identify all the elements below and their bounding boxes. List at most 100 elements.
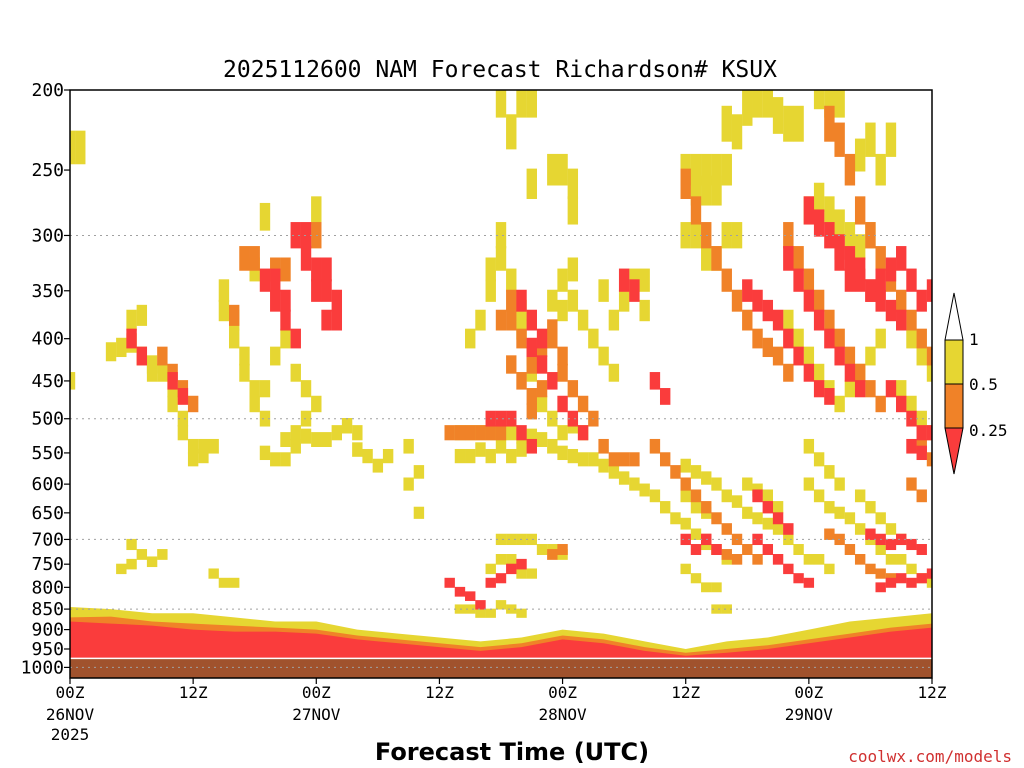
ri-cell-orange xyxy=(844,346,856,366)
ri-cell-yellow xyxy=(157,549,168,560)
ri-cell-yellow xyxy=(157,363,168,382)
x-year-label: 2025 xyxy=(51,725,90,744)
ri-cell-orange xyxy=(813,289,825,312)
ri-cell-red xyxy=(762,299,774,322)
ri-cell-orange xyxy=(926,346,932,366)
ri-cell-orange xyxy=(516,328,527,349)
ri-cell-yellow xyxy=(259,380,271,398)
ri-cell-yellow xyxy=(300,428,312,444)
ri-cell-yellow xyxy=(721,153,732,186)
ri-cell-yellow xyxy=(495,90,507,118)
ri-cell-yellow xyxy=(752,512,763,525)
y-tick-label: 750 xyxy=(31,554,64,575)
y-tick-label: 800 xyxy=(31,577,64,598)
ri-cell-orange xyxy=(875,568,886,579)
ri-cell-red xyxy=(331,309,343,331)
ri-cell-red xyxy=(659,388,671,405)
y-tick-label: 1000 xyxy=(21,657,64,678)
ri-cell-yellow xyxy=(762,489,774,503)
ri-cell-orange xyxy=(875,395,886,413)
ri-cell-red xyxy=(300,222,312,249)
ri-cell-yellow xyxy=(772,501,784,514)
ri-cell-orange xyxy=(711,246,722,271)
ri-cell-orange xyxy=(834,122,845,157)
ri-cell-red xyxy=(875,582,886,593)
ri-cell-yellow xyxy=(854,489,866,503)
ri-cell-yellow xyxy=(526,428,537,444)
ri-cell-yellow xyxy=(187,438,199,454)
ri-cell-orange xyxy=(690,196,702,225)
ri-cell-red xyxy=(475,600,486,610)
ri-cell-yellow xyxy=(834,477,845,491)
chart-title: 2025112600 NAM Forecast Richardson# KSUX xyxy=(223,57,777,83)
ri-cell-orange xyxy=(629,452,640,467)
ri-cell-yellow xyxy=(824,563,835,575)
ri-cell-yellow xyxy=(341,418,353,434)
ri-cell-yellow xyxy=(598,458,609,473)
ri-cell-orange xyxy=(547,319,558,340)
ri-cell-yellow xyxy=(567,289,579,312)
ri-cell-yellow xyxy=(690,573,702,584)
ri-cell-yellow xyxy=(926,577,932,588)
ri-cell-yellow xyxy=(526,533,537,546)
ri-cell-orange xyxy=(680,477,691,491)
ri-cell-orange xyxy=(906,309,917,331)
ri-cell-orange xyxy=(649,438,661,454)
ri-cell-red xyxy=(896,533,907,546)
x-tick-label: 12Z xyxy=(918,683,947,702)
ri-cell-orange xyxy=(454,425,466,441)
ri-cell-yellow xyxy=(321,432,332,447)
ri-cell-red xyxy=(783,246,794,271)
ri-cell-yellow xyxy=(167,395,178,413)
ri-cell-yellow xyxy=(547,153,558,186)
ri-cell-orange xyxy=(834,328,845,349)
ri-cell-yellow xyxy=(618,289,630,312)
x-tick-label: 00Z xyxy=(302,683,331,702)
ri-cell-orange xyxy=(875,246,886,271)
ri-cell-yellow xyxy=(403,477,414,491)
ri-cell-red xyxy=(885,577,897,588)
ground-surface xyxy=(70,657,932,678)
ri-cell-yellow xyxy=(711,175,722,206)
ri-cell-red xyxy=(783,563,794,575)
ri-cell-orange xyxy=(711,512,722,525)
ri-cell-yellow xyxy=(608,363,620,382)
ri-cell-yellow xyxy=(495,438,507,454)
ri-cell-orange xyxy=(844,544,856,555)
ri-cell-yellow xyxy=(885,523,897,535)
ri-cell-orange xyxy=(742,309,753,331)
ri-cell-red xyxy=(906,577,917,588)
ri-cell-orange xyxy=(465,425,476,441)
ri-cell-yellow xyxy=(854,523,866,535)
ri-cell-red xyxy=(885,538,897,551)
ri-cell-red xyxy=(547,372,558,390)
ri-cell-yellow xyxy=(680,222,691,249)
ri-cell-orange xyxy=(280,257,291,282)
ri-cell-yellow xyxy=(506,533,517,546)
ri-cell-orange xyxy=(557,363,568,382)
ri-cell-yellow xyxy=(834,209,845,237)
ri-cell-yellow xyxy=(588,328,599,349)
ri-cell-yellow xyxy=(126,558,137,570)
ri-cell-red xyxy=(896,246,907,271)
ri-cell-orange xyxy=(249,246,260,271)
ri-cell-red xyxy=(834,246,845,271)
ri-cell-yellow xyxy=(803,438,815,454)
ri-cell-yellow xyxy=(485,257,496,282)
ri-cell-yellow xyxy=(711,604,722,614)
ri-cell-red xyxy=(824,388,835,405)
ri-cell-yellow xyxy=(270,452,281,467)
ri-cell-yellow xyxy=(711,153,722,186)
ri-cell-red xyxy=(618,268,630,292)
ri-cell-orange xyxy=(557,346,568,366)
ri-cell-yellow xyxy=(701,582,712,593)
ri-cell-yellow xyxy=(526,90,537,118)
x-tick-label: 12Z xyxy=(179,683,208,702)
ri-cell-red xyxy=(752,489,763,503)
ri-cell-red xyxy=(454,586,466,597)
ri-cell-yellow xyxy=(567,257,579,282)
ri-cell-yellow xyxy=(218,279,230,302)
ri-cell-yellow xyxy=(495,600,507,610)
ri-cell-yellow xyxy=(803,346,815,366)
ri-cell-yellow xyxy=(485,608,496,618)
